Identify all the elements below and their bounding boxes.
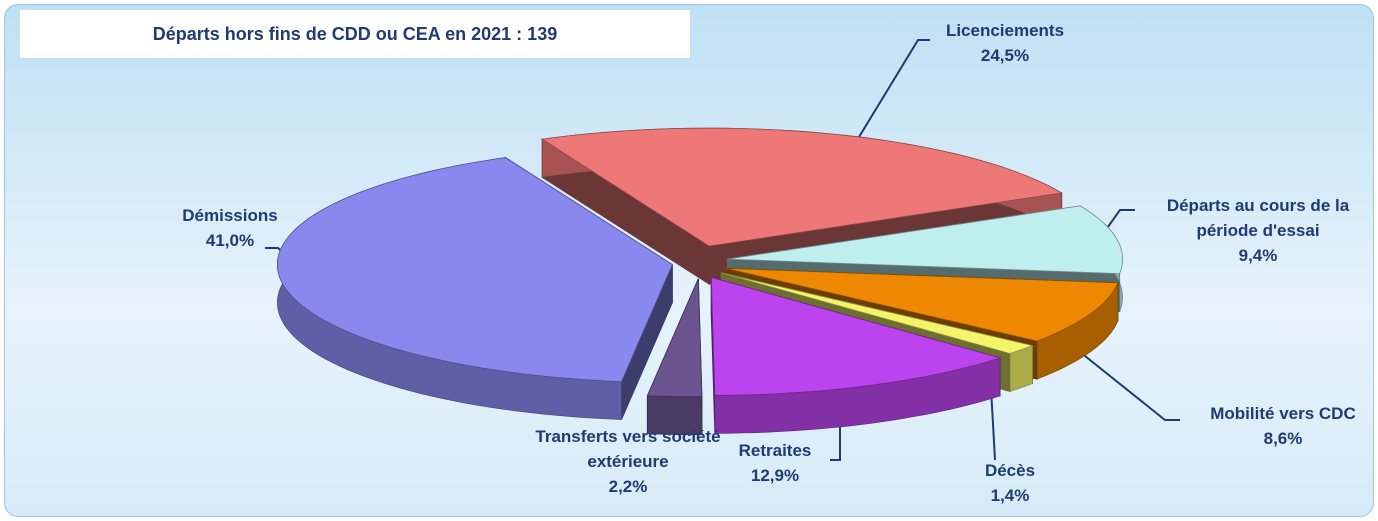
value-label: 41,0% <box>205 231 255 250</box>
data-label: Décès 1,4% <box>950 458 1070 508</box>
category-label: Retraites <box>738 441 812 460</box>
data-label: Licenciements 24,5% <box>905 18 1105 68</box>
slice <box>276 157 673 383</box>
data-label: Transferts vers société extérieure 2,2% <box>528 424 728 499</box>
slice <box>710 276 1002 396</box>
data-label: Démissions 41,0% <box>150 203 310 253</box>
value-label: 2,2% <box>608 477 648 496</box>
category-label: Démissions <box>182 206 278 225</box>
pie <box>276 127 1123 436</box>
value-label: 8,6% <box>1263 429 1303 448</box>
value-label: 9,4% <box>1238 246 1278 265</box>
category-label: Transferts vers société extérieure <box>535 427 721 471</box>
slice <box>276 156 673 420</box>
slice <box>541 127 1063 247</box>
value-label: 1,4% <box>990 486 1030 505</box>
leader-line <box>844 39 930 161</box>
data-label: Mobilité vers CDC 8,6% <box>1183 401 1378 451</box>
slice <box>725 268 1119 342</box>
chart-title: Départs hors fins de CDD ou CEA en 2021 … <box>20 10 690 58</box>
slice <box>727 205 1123 275</box>
slice <box>646 278 703 436</box>
slice <box>646 278 703 398</box>
category-label: Licenciements <box>945 21 1065 40</box>
value-label: 12,9% <box>750 466 800 485</box>
data-label: Départs au cours de la période d'essai 9,… <box>1141 193 1376 268</box>
category-label: Mobilité vers CDC <box>1210 404 1356 423</box>
data-label: Retraites 12,9% <box>710 438 840 488</box>
slice <box>721 272 1034 354</box>
category-label: Décès <box>984 461 1036 480</box>
value-label: 24,5% <box>980 46 1030 65</box>
category-label: Départs au cours de la période d'essai <box>1166 196 1350 240</box>
leader-line <box>1064 339 1180 421</box>
slice <box>710 276 1002 434</box>
